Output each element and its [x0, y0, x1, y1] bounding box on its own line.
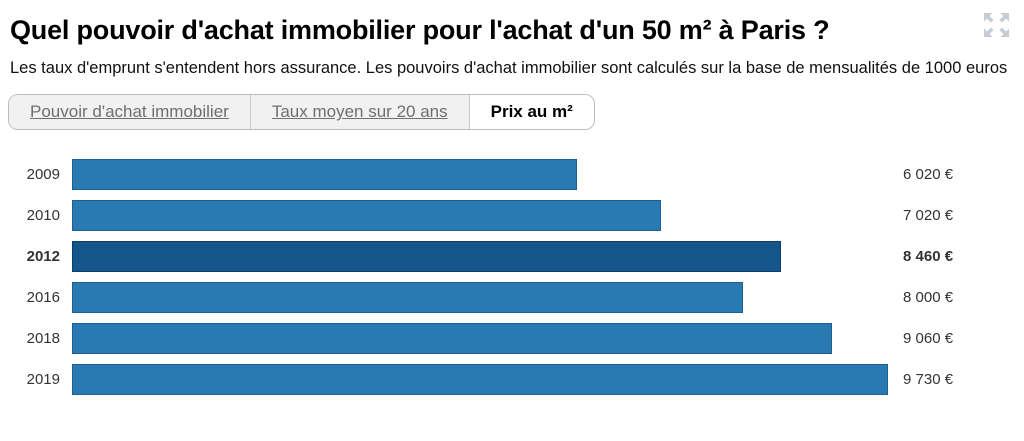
bar-row: 2010 7 020 €: [0, 200, 1024, 232]
chart-tabs: Pouvoir d'achat immobilier Taux moyen su…: [8, 94, 595, 131]
page-title: Quel pouvoir d'achat immobilier pour l'a…: [10, 15, 830, 45]
category-label: 2018: [26, 330, 60, 348]
bar-track: [72, 364, 888, 396]
bar[interactable]: [72, 200, 661, 232]
bar-track: [72, 323, 888, 355]
value-label: 8 000 €: [903, 289, 954, 307]
bar-row: 2016 8 000 €: [0, 282, 1024, 314]
bar-row: 2012 8 460 €: [0, 241, 1024, 273]
category-label: 2016: [26, 289, 60, 307]
category-label: 2012: [26, 248, 60, 266]
expand-arrows-icon: [984, 13, 1009, 37]
bar-track: [72, 241, 888, 273]
tab-prix-au-m2[interactable]: Prix au m²: [469, 95, 594, 130]
category-label: 2010: [26, 207, 60, 225]
bar[interactable]: [72, 159, 577, 191]
chart-subtitle: Les taux d'emprunt s'entendent hors assu…: [10, 59, 1008, 78]
tab-taux-moyen-20-ans[interactable]: Taux moyen sur 20 ans: [250, 95, 470, 130]
value-label: 6 020 €: [903, 166, 954, 184]
fullscreen-button[interactable]: [983, 12, 1010, 38]
bar-row: 2009 6 020 €: [0, 159, 1024, 191]
bar-track: [72, 200, 888, 232]
category-label: 2009: [26, 166, 60, 184]
chart-header: Quel pouvoir d'achat immobilier pour l'a…: [0, 0, 1024, 80]
bar[interactable]: [72, 282, 743, 314]
value-label: 7 020 €: [903, 207, 954, 225]
value-label: 9 060 €: [903, 330, 954, 348]
bar-row: 2018 9 060 €: [0, 323, 1024, 355]
value-label: 9 730 €: [903, 371, 954, 389]
bar-row: 2019 9 730 €: [0, 364, 1024, 396]
bar-track: [72, 282, 888, 314]
bar[interactable]: [72, 241, 782, 273]
bar-track: [72, 159, 888, 191]
category-label: 2019: [26, 371, 60, 389]
bar-chart: 2009 6 020 € 2010 7 020 € 2012 8 460 € 2…: [0, 159, 1024, 396]
value-label: 8 460 €: [903, 248, 954, 266]
tab-pouvoir-achat-immobilier[interactable]: Pouvoir d'achat immobilier: [9, 95, 251, 130]
bar[interactable]: [72, 364, 888, 396]
bar[interactable]: [72, 323, 832, 355]
